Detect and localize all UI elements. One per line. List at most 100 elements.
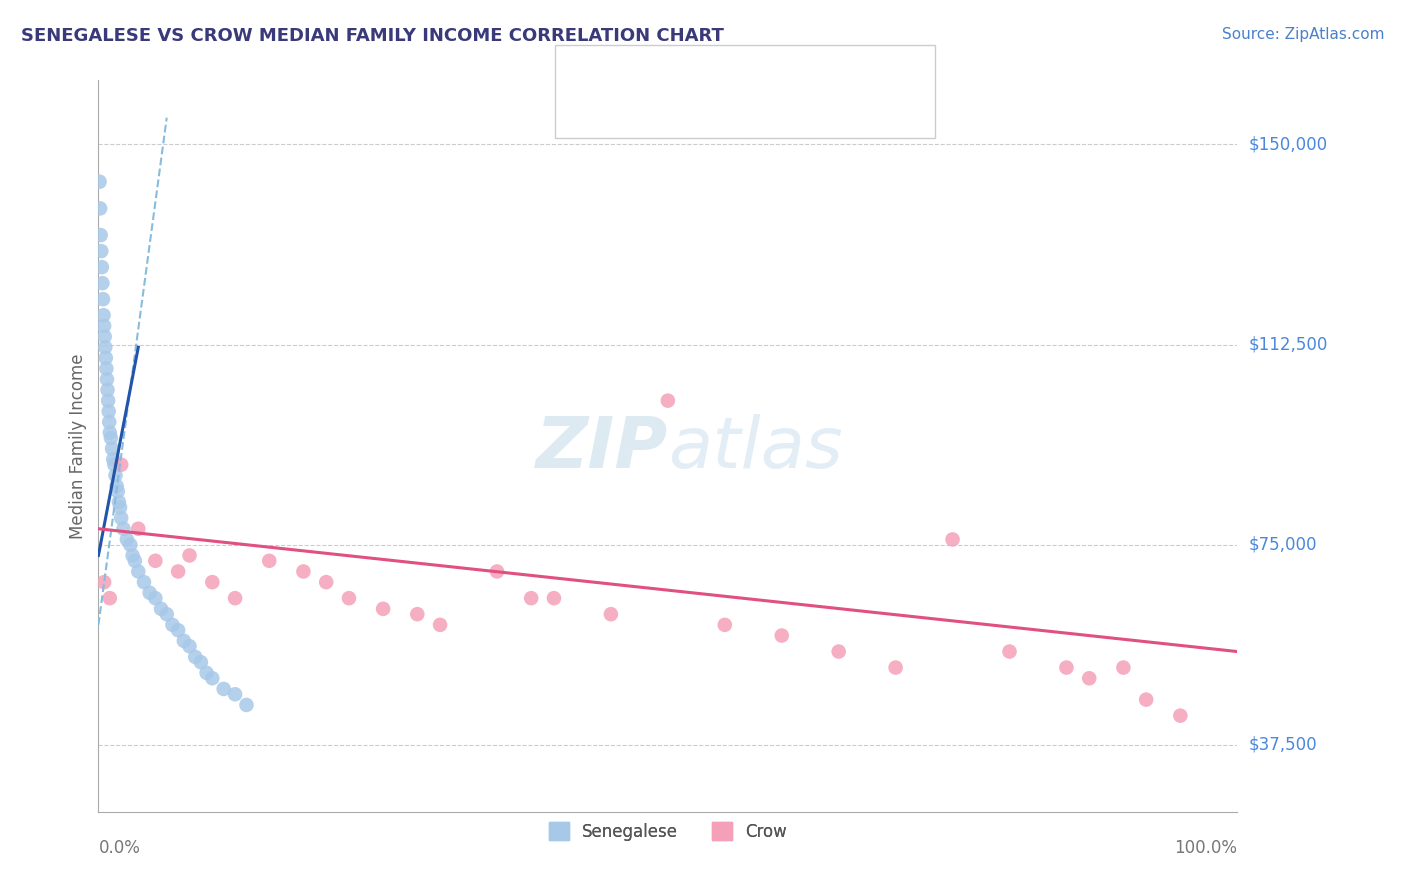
Point — [1135, 692, 1157, 706]
Point — [98, 415, 121, 429]
Point — [371, 602, 394, 616]
Point — [124, 554, 146, 568]
Point — [201, 671, 224, 685]
Point — [91, 276, 114, 290]
Point — [942, 533, 965, 547]
Point — [96, 361, 118, 376]
Point — [179, 549, 201, 563]
Point — [714, 618, 737, 632]
Point — [235, 698, 257, 712]
Point — [97, 404, 120, 418]
Point — [93, 329, 115, 343]
Point — [1078, 671, 1101, 685]
Text: ZIP: ZIP — [536, 414, 668, 483]
Point — [94, 340, 117, 354]
Point — [998, 644, 1021, 658]
Point — [90, 228, 112, 243]
Y-axis label: Median Family Income: Median Family Income — [69, 353, 87, 539]
Text: R = -0.497    N = 32: R = -0.497 N = 32 — [624, 105, 792, 123]
Point — [162, 618, 184, 632]
Point — [105, 479, 128, 493]
Point — [108, 495, 131, 509]
Point — [406, 607, 429, 622]
Point — [132, 575, 155, 590]
Text: Source: ZipAtlas.com: Source: ZipAtlas.com — [1222, 27, 1385, 42]
Point — [828, 644, 851, 658]
Point — [101, 442, 124, 456]
Point — [543, 591, 565, 606]
Point — [429, 618, 451, 632]
Point — [520, 591, 543, 606]
Point — [120, 538, 142, 552]
Point — [98, 591, 121, 606]
Point — [156, 607, 179, 622]
Point — [91, 292, 114, 306]
Point — [104, 468, 127, 483]
Point — [224, 591, 246, 606]
Text: 100.0%: 100.0% — [1174, 839, 1237, 857]
Point — [195, 665, 218, 680]
Bar — [571, 99, 609, 129]
Point — [1112, 660, 1135, 674]
Point — [94, 351, 117, 365]
Point — [179, 639, 201, 653]
Point — [138, 586, 160, 600]
Point — [486, 565, 509, 579]
Bar — [571, 55, 609, 85]
Point — [93, 318, 115, 333]
Point — [110, 511, 132, 525]
Point — [167, 623, 190, 637]
Point — [224, 687, 246, 701]
Point — [770, 628, 793, 642]
Text: $37,500: $37,500 — [1249, 736, 1317, 754]
Point — [112, 522, 135, 536]
Point — [93, 575, 115, 590]
Point — [90, 260, 112, 274]
FancyBboxPatch shape — [555, 45, 935, 138]
Point — [600, 607, 623, 622]
Point — [97, 393, 120, 408]
Point — [190, 655, 212, 669]
Point — [90, 244, 112, 259]
Text: 0.0%: 0.0% — [98, 839, 141, 857]
Point — [103, 458, 125, 472]
Point — [127, 565, 149, 579]
Point — [89, 175, 111, 189]
Point — [103, 452, 125, 467]
Point — [167, 565, 190, 579]
Text: R =   0.172    N = 51: R = 0.172 N = 51 — [624, 61, 797, 78]
Point — [657, 393, 679, 408]
Point — [110, 458, 132, 472]
Point — [173, 633, 195, 648]
Point — [96, 372, 118, 386]
Point — [884, 660, 907, 674]
Point — [98, 425, 121, 440]
Text: SENEGALESE VS CROW MEDIAN FAMILY INCOME CORRELATION CHART: SENEGALESE VS CROW MEDIAN FAMILY INCOME … — [21, 27, 724, 45]
Point — [127, 522, 149, 536]
Point — [259, 554, 281, 568]
Point — [100, 431, 122, 445]
Point — [150, 602, 173, 616]
Point — [1056, 660, 1078, 674]
Point — [93, 308, 115, 322]
Point — [115, 533, 138, 547]
Point — [145, 554, 167, 568]
Text: $112,500: $112,500 — [1249, 335, 1327, 353]
Point — [315, 575, 337, 590]
Point — [201, 575, 224, 590]
Point — [89, 202, 111, 216]
Text: $150,000: $150,000 — [1249, 136, 1327, 153]
Point — [108, 500, 131, 515]
Text: atlas: atlas — [668, 414, 842, 483]
Text: $75,000: $75,000 — [1249, 536, 1317, 554]
Point — [145, 591, 167, 606]
Point — [96, 383, 118, 397]
Point — [184, 649, 207, 664]
Point — [212, 681, 235, 696]
Point — [121, 549, 143, 563]
Point — [292, 565, 315, 579]
Point — [337, 591, 360, 606]
Legend: Senegalese, Crow: Senegalese, Crow — [543, 816, 793, 847]
Point — [107, 484, 129, 499]
Point — [1170, 708, 1192, 723]
